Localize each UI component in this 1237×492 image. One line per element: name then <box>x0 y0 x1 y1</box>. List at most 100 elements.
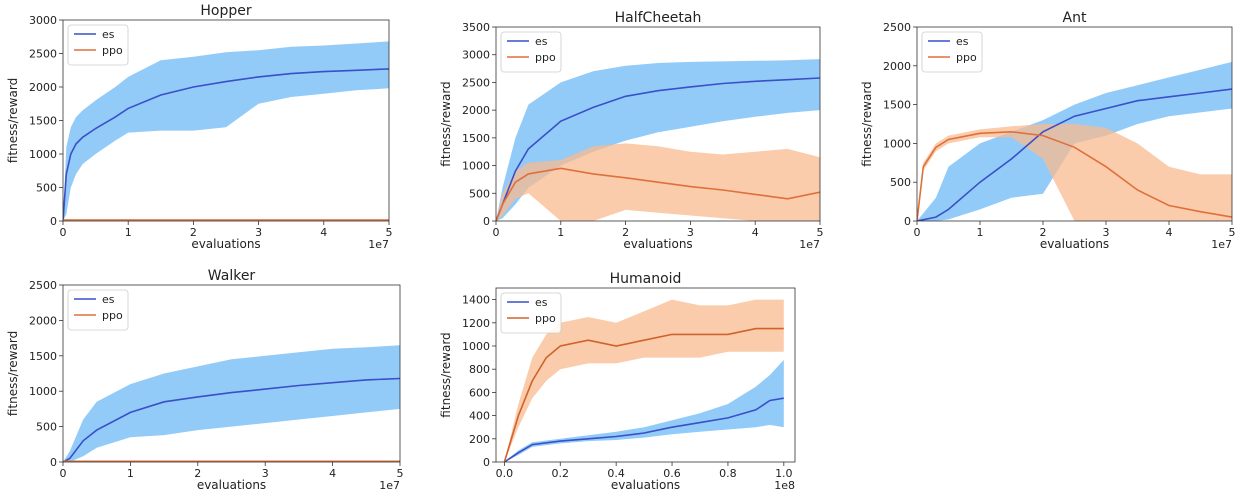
chart-title: Walker <box>208 268 256 284</box>
y-tick-label: 1000 <box>462 160 490 173</box>
y-tick-label: 1500 <box>29 350 57 363</box>
legend-label-ppo: ppo <box>535 51 556 64</box>
line-es <box>63 68 389 221</box>
x-tick-label: 0 <box>493 226 500 239</box>
y-tick-label: 0 <box>50 215 57 228</box>
legend-label-ppo: ppo <box>102 44 123 57</box>
line-es <box>496 77 820 221</box>
y-tick-label: 0 <box>483 456 490 469</box>
x-tick-label: 5 <box>397 467 404 480</box>
legend-label-es: es <box>535 296 548 309</box>
legend-label-es: es <box>535 35 548 48</box>
x-tick-label: 1 <box>977 226 984 239</box>
legend-box <box>67 24 129 66</box>
band-es <box>504 359 784 462</box>
y-tick-label: 500 <box>36 182 57 195</box>
x-tick-label: 2 <box>194 467 201 480</box>
x-tick-label: 1.0 <box>775 467 793 480</box>
legend: es ppo <box>921 31 983 73</box>
plot-area <box>496 59 820 221</box>
x-tick-label: 2 <box>190 226 197 239</box>
plot-area <box>917 61 1232 221</box>
line-es <box>503 397 784 462</box>
y-tick-label: 1000 <box>883 137 911 150</box>
legend: es ppo <box>67 24 129 66</box>
y-tick-label: 1200 <box>462 317 490 330</box>
y-tick-label: 3000 <box>29 14 57 27</box>
legend-label-ppo: ppo <box>535 312 556 325</box>
x-tick-label: 2 <box>1040 226 1047 239</box>
y-axis-label: fitness/reward <box>439 81 453 166</box>
y-tick-label: 500 <box>890 176 911 189</box>
x-tick-label: 3 <box>262 467 269 480</box>
y-tick-label: 3000 <box>462 49 490 62</box>
y-tick-label: 1000 <box>29 148 57 161</box>
x-tick-label: 5 <box>817 226 824 239</box>
legend-label-es: es <box>102 28 115 41</box>
x-tick-label: 0 <box>60 226 67 239</box>
x-tick-label: 5 <box>1229 226 1236 239</box>
y-tick-label: 2000 <box>883 60 911 73</box>
x-tick-label: 0 <box>60 467 67 480</box>
x-tick-label: 5 <box>386 226 393 239</box>
y-tick-label: 2000 <box>29 314 57 327</box>
x-tick-label: 4 <box>1166 226 1173 239</box>
x-axis-label: evaluations <box>623 237 692 251</box>
line-ppo <box>496 167 820 221</box>
x-tick-label: 3 <box>255 226 262 239</box>
chart-title: HalfCheetah <box>615 10 702 26</box>
chart-hopper: 0 1 2 3 4 5 0 500 1000 1500 2000 2500 3000 Hopper eval… <box>6 3 393 251</box>
x-tick-label: 2 <box>622 226 629 239</box>
axes-frame <box>62 284 401 463</box>
y-tick-label: 1500 <box>29 115 57 128</box>
legend: es ppo <box>67 289 129 331</box>
x-tick-label: 0.2 <box>552 467 570 480</box>
x-tick-label: 0.4 <box>607 467 625 480</box>
legend-box <box>67 289 129 331</box>
legend-label-ppo: ppo <box>102 309 123 322</box>
y-tick-label: 1500 <box>883 99 911 112</box>
legend-box <box>500 292 562 334</box>
legend: es ppo <box>500 31 562 73</box>
x-tick-label: 3 <box>687 226 694 239</box>
y-tick-label: 200 <box>469 433 490 446</box>
axes-frame <box>495 26 821 222</box>
y-tick-label: 1400 <box>462 294 490 307</box>
x-tick-label: 4 <box>752 226 759 239</box>
chart-ant: 0 1 2 3 4 5 0 500 1000 1500 2000 2500 Ant evaluations… <box>860 10 1236 251</box>
x-axis-label: evaluations <box>611 478 680 492</box>
x-offset-label: 1e7 <box>368 238 389 251</box>
y-tick-label: 1500 <box>462 132 490 145</box>
legend-label-es: es <box>956 35 969 48</box>
y-tick-label: 2500 <box>462 76 490 89</box>
x-tick-label: 3 <box>1103 226 1110 239</box>
band-ppo <box>917 124 1232 221</box>
band-ppo <box>504 299 784 462</box>
x-tick-label: 0 <box>914 226 921 239</box>
y-tick-label: 2500 <box>29 48 57 61</box>
x-tick-label: 4 <box>320 226 327 239</box>
band-es <box>63 345 400 462</box>
y-tick-label: 1000 <box>29 385 57 398</box>
chart-title: Ant <box>1063 10 1087 26</box>
x-tick-label: 1 <box>557 226 564 239</box>
chart-title: Hopper <box>200 3 251 19</box>
x-tick-label: 0.0 <box>496 467 514 480</box>
chart-halfcheetah: 0 1 2 3 4 5 0 500 1000 1500 2000 2500 3000 3500 HalfCh… <box>439 10 824 251</box>
y-tick-label: 0 <box>904 215 911 228</box>
y-tick-label: 400 <box>469 410 490 423</box>
y-tick-label: 500 <box>36 421 57 434</box>
y-axis-label: fitness/reward <box>860 81 874 166</box>
y-tick-label: 2500 <box>29 279 57 292</box>
legend: es ppo <box>500 292 562 334</box>
y-tick-label: 1000 <box>462 340 490 353</box>
y-tick-label: 2000 <box>29 81 57 94</box>
y-tick-label: 600 <box>469 386 490 399</box>
line-ppo <box>503 327 784 462</box>
legend-box <box>500 31 562 73</box>
x-offset-label: 1e7 <box>1211 238 1232 251</box>
x-axis-label: evaluations <box>191 237 260 251</box>
chart-walker: 0 1 2 3 4 5 0 500 1000 1500 2000 2500 Walker evaluati… <box>6 268 404 492</box>
x-axis-label: evaluations <box>1040 237 1109 251</box>
